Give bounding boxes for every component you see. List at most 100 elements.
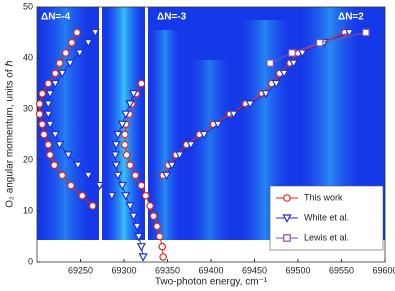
point: [149, 212, 158, 220]
point: [141, 191, 150, 200]
point: [111, 141, 121, 150]
point: [121, 140, 129, 149]
point: [297, 49, 307, 58]
point: [134, 232, 144, 242]
point: [55, 141, 65, 150]
y-axis-label: O₂ angular momentum, units of ℏ: [5, 60, 16, 208]
point: [167, 161, 177, 170]
point: [283, 194, 291, 202]
point: [38, 120, 47, 129]
point: [146, 202, 154, 210]
point: [186, 141, 196, 150]
point: [50, 79, 60, 89]
point: [271, 79, 281, 89]
y-tick-label: 20: [23, 154, 33, 164]
point: [83, 39, 93, 48]
point: [55, 59, 64, 67]
x-tick-label: 69300: [111, 265, 136, 275]
point: [117, 120, 127, 130]
point: [121, 192, 131, 201]
point: [266, 59, 274, 67]
point: [88, 202, 97, 210]
point: [38, 89, 47, 98]
point: [315, 38, 324, 47]
point: [137, 181, 146, 190]
legend-label: Lewis et al.: [304, 232, 349, 242]
point: [153, 222, 161, 231]
y-tick-label: 50: [23, 1, 33, 11]
point: [58, 171, 67, 180]
point: [125, 100, 135, 109]
y-tick-label: 10: [23, 205, 33, 215]
point: [126, 161, 134, 169]
point: [73, 161, 83, 170]
point: [57, 69, 67, 79]
point: [45, 120, 55, 130]
point: [65, 59, 75, 68]
point: [122, 151, 131, 159]
x-axis-label: Two-photon energy, cm⁻¹: [155, 277, 268, 288]
point: [113, 171, 123, 181]
point: [121, 110, 131, 119]
point: [245, 100, 255, 109]
point: [279, 69, 289, 79]
point: [51, 69, 60, 78]
point: [111, 161, 121, 170]
x-tick-label: 69350: [155, 265, 180, 275]
point: [46, 151, 54, 159]
point: [137, 79, 146, 88]
point: [63, 151, 73, 160]
x-tick-label: 69500: [285, 265, 310, 275]
point: [344, 28, 354, 38]
y-tick-label: 30: [23, 103, 33, 113]
point: [128, 212, 139, 221]
y-tick-label: 0: [28, 256, 33, 266]
point: [40, 130, 48, 139]
point: [90, 28, 100, 38]
point: [132, 222, 142, 232]
x-tick-label: 69250: [68, 265, 93, 275]
point: [43, 100, 53, 109]
point: [95, 181, 105, 191]
x-tick-label: 69400: [198, 265, 223, 275]
point: [117, 181, 127, 191]
point: [138, 253, 148, 262]
point: [289, 59, 299, 68]
point: [113, 130, 123, 140]
point: [158, 242, 167, 251]
point: [288, 49, 296, 57]
point: [78, 191, 87, 200]
point: [229, 110, 239, 119]
point: [50, 161, 59, 169]
annotation: ΔN=-3: [157, 12, 187, 23]
point: [199, 130, 209, 140]
point: [75, 49, 85, 58]
point: [45, 90, 55, 99]
point: [136, 243, 147, 252]
x-tick-label: 69450: [242, 265, 267, 275]
point: [282, 214, 292, 223]
point: [128, 90, 139, 99]
series-line: [269, 32, 366, 64]
annotation: ΔN=-4: [41, 12, 71, 23]
point: [213, 120, 223, 130]
x-tick-label: 69550: [329, 265, 354, 275]
point: [362, 28, 370, 37]
point: [44, 79, 53, 88]
point: [107, 192, 117, 201]
point: [121, 130, 129, 139]
point: [125, 202, 135, 211]
point: [35, 110, 44, 118]
point: [110, 151, 120, 160]
point: [35, 100, 44, 108]
point: [261, 90, 271, 99]
point: [83, 171, 93, 181]
point: [43, 110, 53, 119]
point: [67, 181, 75, 190]
legend-label: This work: [304, 192, 343, 202]
y-tick-label: 40: [23, 52, 33, 62]
point: [44, 140, 53, 149]
legend-label: White et al.: [304, 212, 349, 222]
